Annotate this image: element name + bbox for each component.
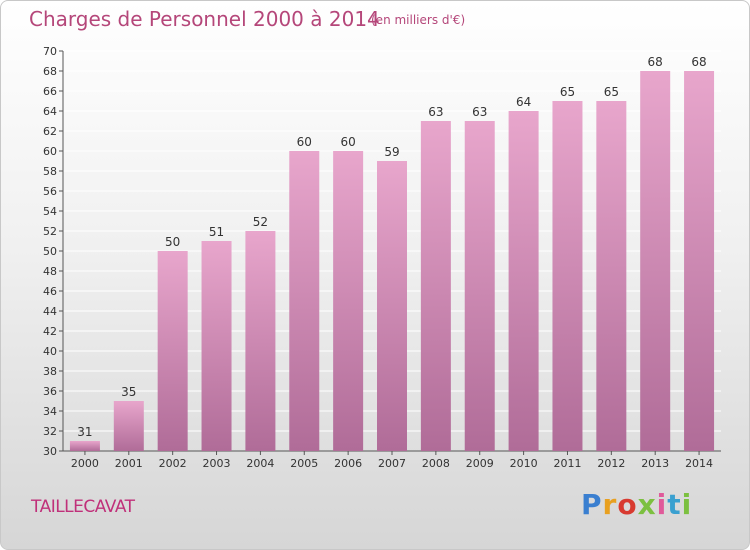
y-tick-label: 54 — [43, 205, 57, 218]
x-tick-label: 2001 — [115, 457, 143, 470]
bar-2009 — [464, 121, 495, 451]
y-tick-label: 32 — [43, 425, 57, 438]
bar-2002 — [157, 251, 188, 451]
data-label: 31 — [77, 425, 92, 439]
bar-2011 — [552, 101, 583, 451]
bars: 31 35 50 51 52 60 60 59 63 63 64 65 65 68 68 — [69, 55, 715, 451]
y-tick-label: 62 — [43, 125, 57, 138]
data-label: 50 — [165, 235, 180, 249]
logo-letter: i — [681, 488, 693, 521]
bar-2001 — [113, 401, 144, 451]
chart-title: Charges de Personnel 2000 à 2014 — [29, 7, 380, 31]
x-tick-label: 2000 — [71, 457, 99, 470]
bar-2014 — [684, 71, 715, 451]
bar-2000 — [69, 441, 100, 451]
x-tick-label: 2004 — [246, 457, 274, 470]
x-tick-label: 2008 — [422, 457, 450, 470]
logo-letter: P — [581, 488, 603, 521]
x-tick-label: 2002 — [159, 457, 187, 470]
data-label: 63 — [428, 105, 443, 119]
y-tick-label: 58 — [43, 165, 57, 178]
y-tick-label: 68 — [43, 65, 57, 78]
x-tick-label: 2009 — [466, 457, 494, 470]
bar-2003 — [201, 241, 232, 451]
data-label: 68 — [691, 55, 706, 69]
y-tick-label: 48 — [43, 265, 57, 278]
bar-2006 — [333, 151, 364, 451]
commune-name: TAILLECAVAT — [31, 497, 135, 517]
data-label: 65 — [560, 85, 575, 99]
data-label: 60 — [297, 135, 312, 149]
x-tick-label: 2005 — [290, 457, 318, 470]
x-tick-label: 2010 — [510, 457, 538, 470]
y-tick-label: 36 — [43, 385, 57, 398]
data-label: 60 — [340, 135, 355, 149]
x-tick-label: 2013 — [641, 457, 669, 470]
bar-2012 — [596, 101, 627, 451]
y-tick-label: 34 — [43, 405, 57, 418]
logo-letter: r — [602, 488, 618, 521]
x-tick-label: 2003 — [203, 457, 231, 470]
chart-subtitle: (en milliers d'€) — [371, 13, 466, 27]
y-tick-label: 38 — [43, 365, 57, 378]
x-tick-label: 2006 — [334, 457, 362, 470]
data-label: 64 — [516, 95, 531, 109]
y-tick-label: 66 — [43, 85, 57, 98]
bar-2007 — [377, 161, 407, 451]
data-label: 52 — [253, 215, 268, 229]
proxiti-logo[interactable]: Proxiti — [581, 488, 692, 521]
y-tick-label: 40 — [43, 345, 57, 358]
y-tick-label: 44 — [43, 305, 57, 318]
data-label: 35 — [121, 385, 136, 399]
bar-2005 — [289, 151, 320, 451]
logo-letter: o — [617, 488, 638, 521]
logo-letter: x — [637, 488, 657, 521]
y-tick-label: 50 — [43, 245, 57, 258]
y-tick-label: 52 — [43, 225, 57, 238]
y-tick-label: 46 — [43, 285, 57, 298]
data-label: 68 — [648, 55, 663, 69]
y-tick-label: 56 — [43, 185, 57, 198]
bar-2010 — [508, 111, 539, 451]
logo-letter: i — [656, 488, 668, 521]
bar-2004 — [245, 231, 276, 451]
x-tick-label: 2012 — [597, 457, 625, 470]
x-tick-label: 2011 — [553, 457, 581, 470]
y-tick-label: 30 — [43, 445, 57, 458]
y-tick-label: 42 — [43, 325, 57, 338]
y-tick-label: 60 — [43, 145, 57, 158]
y-tick-label: 70 — [43, 45, 57, 58]
y-tick-label: 64 — [43, 105, 57, 118]
data-label: 63 — [472, 105, 487, 119]
logo-letter: t — [667, 488, 682, 521]
x-axis-labels: 2000 2001 2002 2003 2004 2005 2006 2007 2008 2009… — [71, 451, 713, 470]
x-tick-label: 2014 — [685, 457, 713, 470]
bar-2008 — [420, 121, 451, 451]
data-label: 65 — [604, 85, 619, 99]
x-tick-label: 2007 — [378, 457, 406, 470]
bar-2013 — [640, 71, 671, 451]
data-label: 59 — [384, 145, 399, 159]
data-label: 51 — [209, 225, 224, 239]
